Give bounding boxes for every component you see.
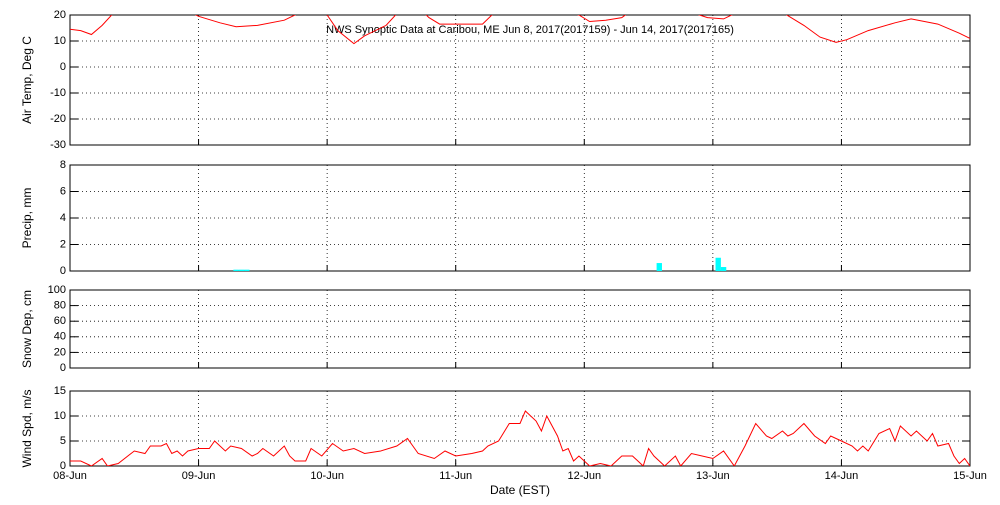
y-tick-label: 0 xyxy=(60,61,66,73)
data-line xyxy=(70,410,970,466)
y-tick-label: -20 xyxy=(50,113,66,125)
y-tick-label: 4 xyxy=(60,212,66,224)
y-tick-label: -10 xyxy=(50,87,66,99)
y-tick-label: 6 xyxy=(60,185,66,197)
plot-frame xyxy=(69,14,971,146)
plot-area xyxy=(70,15,970,45)
y-tick-label: 10 xyxy=(54,410,66,422)
plot-frame xyxy=(69,289,971,369)
bar xyxy=(656,263,662,271)
y-tick-label: 0 xyxy=(60,265,66,277)
y-axis-label: Snow Dep, cm xyxy=(20,290,34,368)
x-tick-label: 08-Jun xyxy=(53,470,87,482)
bar xyxy=(233,269,239,271)
y-tick-label: 0 xyxy=(60,460,66,472)
x-tick-label: 14-Jun xyxy=(825,470,859,482)
plot-frame xyxy=(69,164,971,272)
x-tick-label: 10-Jun xyxy=(310,470,344,482)
y-tick-label: 60 xyxy=(54,315,66,327)
plot-frame xyxy=(69,390,971,467)
y-tick-label: 2 xyxy=(60,238,66,250)
y-tick-label: 100 xyxy=(48,284,66,296)
y-tick-label: 10 xyxy=(54,35,66,47)
y-axis-label: Precip, mm xyxy=(20,188,34,249)
y-tick-label: 80 xyxy=(54,300,66,312)
bar xyxy=(238,269,245,271)
y-axis-label: Air Temp, Deg C xyxy=(20,36,34,124)
plot-area xyxy=(70,410,970,466)
y-tick-label: 5 xyxy=(60,435,66,447)
chart-title: NWS Synoptic Data at Caribou, ME Jun 8, … xyxy=(326,24,734,36)
bar xyxy=(720,267,727,271)
x-tick-label: 15-Jun xyxy=(953,470,987,482)
y-tick-label: 40 xyxy=(54,331,66,343)
x-tick-label: 13-Jun xyxy=(696,470,730,482)
y-axis-label: Wind Spd, m/s xyxy=(20,389,34,467)
plot-area xyxy=(233,257,727,271)
x-axis-label: Date (EST) xyxy=(490,483,550,497)
y-tick-label: 20 xyxy=(54,346,66,358)
y-tick-label: 15 xyxy=(54,385,66,397)
y-tick-label: -30 xyxy=(50,139,66,151)
data-line xyxy=(70,15,970,45)
x-tick-label: 09-Jun xyxy=(182,470,216,482)
x-tick-label: 12-Jun xyxy=(567,470,601,482)
bar xyxy=(715,257,721,271)
y-tick-label: 8 xyxy=(60,159,66,171)
y-tick-label: 0 xyxy=(60,362,66,374)
x-tick-label: 11-Jun xyxy=(439,470,472,482)
bar xyxy=(244,269,250,271)
y-tick-label: 20 xyxy=(54,9,66,21)
